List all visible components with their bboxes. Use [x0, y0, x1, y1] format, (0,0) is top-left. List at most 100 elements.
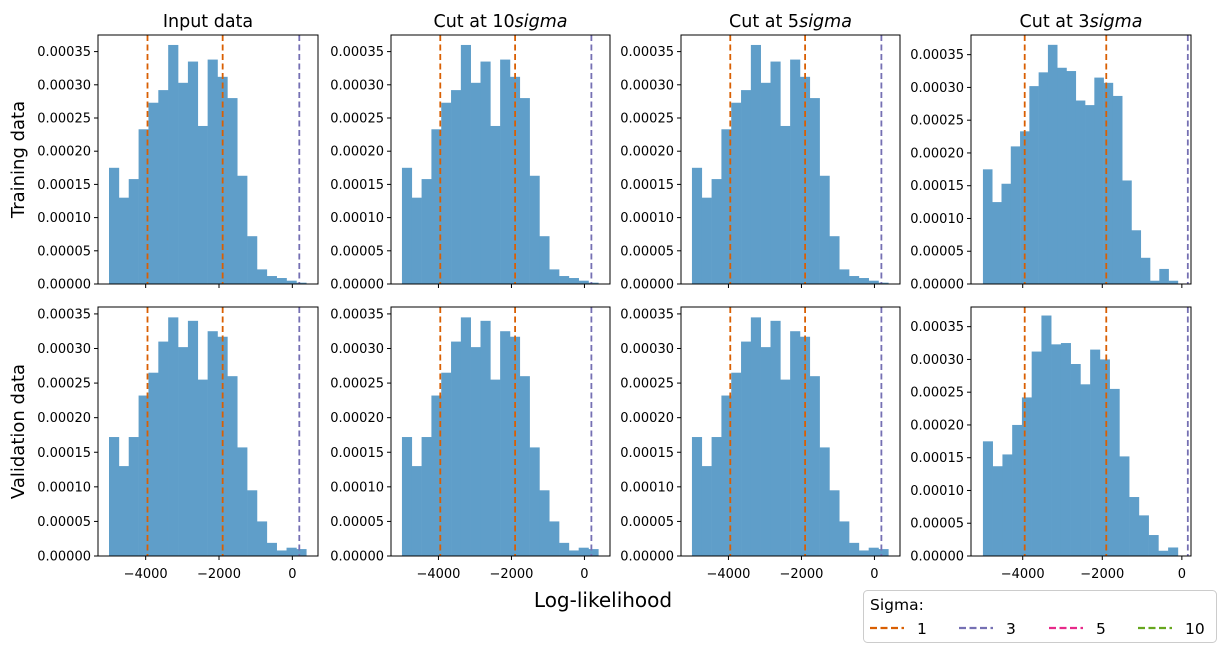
histogram-bar [731, 102, 742, 284]
histogram-bar [1094, 77, 1104, 284]
y-tick-label: 0.00000 [330, 278, 384, 293]
y-tick-label: 0.00020 [620, 411, 674, 426]
histogram-bar [256, 521, 268, 556]
y-tick-label: 0.00030 [620, 342, 674, 357]
histogram-bar [1021, 397, 1032, 556]
legend-box [863, 590, 1217, 643]
x-tick-label: −2000 [489, 567, 533, 582]
histogram-bar [1066, 71, 1077, 284]
x-tick-label: 0 [288, 567, 296, 582]
histogram-bar [1148, 535, 1159, 556]
histogram-bar [780, 125, 791, 284]
x-tick-label: −4000 [1001, 567, 1045, 582]
histogram-bar [118, 466, 130, 556]
histogram-bar [1159, 268, 1169, 284]
y-tick-label: 0.00015 [910, 451, 964, 466]
histogram-bar [1103, 82, 1114, 284]
axes-frame [97, 306, 319, 557]
histogram-bar [839, 269, 850, 284]
y-tick-label: 0.00010 [330, 480, 384, 495]
histogram-bar [1090, 349, 1101, 556]
histogram-bar [829, 490, 840, 556]
column-title-text: Cut at 5 [729, 12, 799, 32]
histogram-bar [701, 197, 712, 284]
y-tick-label: 0.00025 [620, 112, 674, 127]
histogram-bar [509, 336, 521, 556]
histogram-bar [286, 547, 297, 556]
histogram-bar [982, 441, 993, 556]
histogram-bar [431, 129, 442, 284]
axes-frame [680, 306, 901, 557]
axes-frame [970, 306, 1192, 557]
histogram-bar [247, 236, 258, 284]
y-tick-label: 0.00030 [37, 342, 91, 357]
histogram-bar [197, 379, 208, 556]
y-tick-label: 0.00015 [330, 178, 384, 193]
y-tick-label: 0.00005 [330, 515, 384, 530]
histogram-bar [411, 466, 422, 556]
histogram-bar [138, 395, 149, 556]
histogram-bar [247, 490, 258, 556]
histogram-bar [829, 236, 840, 284]
histogram-bar [1010, 146, 1021, 284]
y-tick-label: 0.00015 [620, 446, 674, 461]
histogram-bar [1051, 344, 1062, 556]
histogram-bar [760, 347, 771, 556]
x-tick-label: −4000 [416, 567, 460, 582]
y-tick-label: 0.00005 [330, 244, 384, 259]
y-tick-label: 0.00010 [37, 480, 91, 495]
y-tick-label: 0.00015 [330, 446, 384, 461]
histogram-bar [1038, 72, 1049, 284]
y-tick-label: 0.00005 [620, 515, 674, 530]
histogram-bar [1070, 364, 1081, 556]
histogram-bar [1075, 100, 1086, 285]
histogram-bar [296, 282, 307, 284]
panel-validation-3: 0.00000 0.00005 0.00010 0.00015 0.00020 0.000… [620, 306, 901, 582]
panel-validation-4: 0.00000 0.00005 0.00010 0.00015 0.00020 0.000… [910, 306, 1192, 582]
histogram-bar [421, 179, 432, 284]
histogram-bar [711, 437, 722, 556]
histogram-bar [858, 550, 869, 556]
y-tick-label: 0.00005 [620, 244, 674, 259]
y-tick-label: 0.00020 [37, 145, 91, 160]
histogram-bar [441, 372, 452, 556]
y-tick-label: 0.00015 [620, 178, 674, 193]
histogram-bar [1138, 515, 1149, 556]
y-tick-label: 0.00030 [620, 78, 674, 93]
histogram-bar [451, 90, 462, 284]
histogram-bar [878, 549, 889, 556]
histogram-bar [431, 395, 442, 556]
panel-training-3: 0.00000 0.00005 0.00010 0.00015 0.00020 0.000… [620, 34, 901, 293]
x-tick-label: −4000 [706, 567, 750, 582]
histogram-bar [741, 90, 752, 284]
column-title-text: Input data [163, 12, 253, 32]
histogram-bar [128, 179, 139, 284]
histogram-bar [839, 521, 850, 556]
histogram-bar [401, 167, 413, 284]
x-tick-label: 0 [580, 567, 588, 582]
histogram-bar [1012, 424, 1023, 556]
histogram-bar [568, 278, 579, 284]
histogram-bar [1029, 86, 1039, 284]
histogram-bar [858, 278, 869, 284]
y-tick-label: 0.00020 [330, 411, 384, 426]
histogram-bar [529, 447, 540, 556]
histogram-bar [460, 44, 471, 285]
histogram-bar [1140, 257, 1151, 284]
histogram-bar [868, 280, 879, 284]
y-tick-label: 0.00010 [330, 211, 384, 226]
histogram-bar [470, 347, 481, 556]
histogram-bar [1002, 454, 1013, 556]
histogram-bar [138, 129, 149, 284]
histogram-bar [187, 320, 199, 556]
histogram-bar [982, 169, 993, 284]
y-tick-label: 0.00035 [620, 45, 674, 60]
y-tick-label: 0.00020 [620, 145, 674, 160]
y-tick-label: 0.00035 [37, 45, 91, 60]
histogram-bar [266, 276, 277, 284]
histogram-bar [721, 129, 732, 284]
histogram-bar [878, 282, 889, 284]
histogram-bar [158, 341, 169, 556]
y-tick-label: 0.00035 [37, 307, 91, 322]
histogram-bar [711, 179, 722, 284]
